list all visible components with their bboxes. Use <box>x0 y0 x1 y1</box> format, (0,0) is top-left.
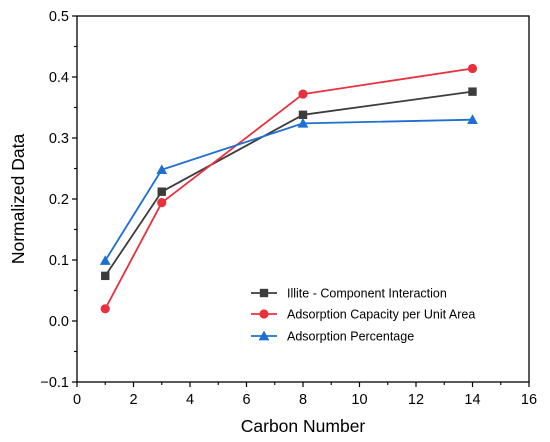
y-tick-label: −0.1 <box>40 375 69 391</box>
data-point <box>467 114 478 125</box>
legend-marker <box>259 309 269 319</box>
y-tick-label: 0.0 <box>49 314 69 330</box>
x-tick-label: 6 <box>242 392 250 408</box>
x-tick-label: 16 <box>521 392 537 408</box>
data-point <box>157 187 166 196</box>
data-point <box>156 164 168 175</box>
series-2 <box>99 114 478 265</box>
y-tick-label: 0.1 <box>49 253 69 269</box>
data-point <box>101 271 110 281</box>
legend: Illite - Component Interaction Adsorption… <box>251 287 475 344</box>
y-tick-label: 0.4 <box>49 70 69 86</box>
data-point <box>467 63 478 74</box>
legend-marker <box>259 288 269 298</box>
x-tick-label: 2 <box>129 392 137 408</box>
series-lines <box>99 63 478 314</box>
data-point <box>157 198 167 208</box>
data-point <box>100 304 110 314</box>
y-tick-label: 0.3 <box>49 131 69 147</box>
x-tick-label: 8 <box>299 392 307 408</box>
series-1 <box>100 63 478 314</box>
series-0 <box>101 87 477 281</box>
data-point <box>99 255 111 265</box>
x-tick-label: 4 <box>186 392 194 408</box>
data-point <box>468 87 477 96</box>
data-point <box>297 117 309 128</box>
y-tick-label: 0.2 <box>49 192 69 208</box>
legend-marker <box>258 330 270 341</box>
x-axis-title: Carbon Number <box>241 416 366 436</box>
plot-frame <box>76 15 530 383</box>
legend-item-0: Illite - Component Interaction <box>251 287 447 301</box>
series-line <box>104 118 473 262</box>
data-point <box>298 110 308 120</box>
legend-label: Adsorption Capacity per Unit Area <box>287 308 475 322</box>
x-tick-label: 10 <box>351 392 367 408</box>
x-tick-label: 0 <box>73 392 81 408</box>
series-line <box>104 90 473 277</box>
x-tick-label: 14 <box>464 392 480 408</box>
legend-label: Illite - Component Interaction <box>287 287 447 301</box>
y-axis-title: Normalized Data <box>8 134 28 265</box>
legend-label: Adsorption Percentage <box>287 330 414 344</box>
y-tick-label: 0.5 <box>49 9 69 25</box>
legend-item-2: Adsorption Percentage <box>251 330 414 344</box>
x-tick-label: 12 <box>408 392 424 408</box>
legend-item-1: Adsorption Capacity per Unit Area <box>251 308 475 322</box>
tick-labels: 0 2 4 6 8 10 12 14 16 −0.1 0.0 0.1 0.2 0.3 0.4 0.5 <box>40 9 537 408</box>
data-point <box>298 89 308 99</box>
series-line <box>104 67 473 310</box>
